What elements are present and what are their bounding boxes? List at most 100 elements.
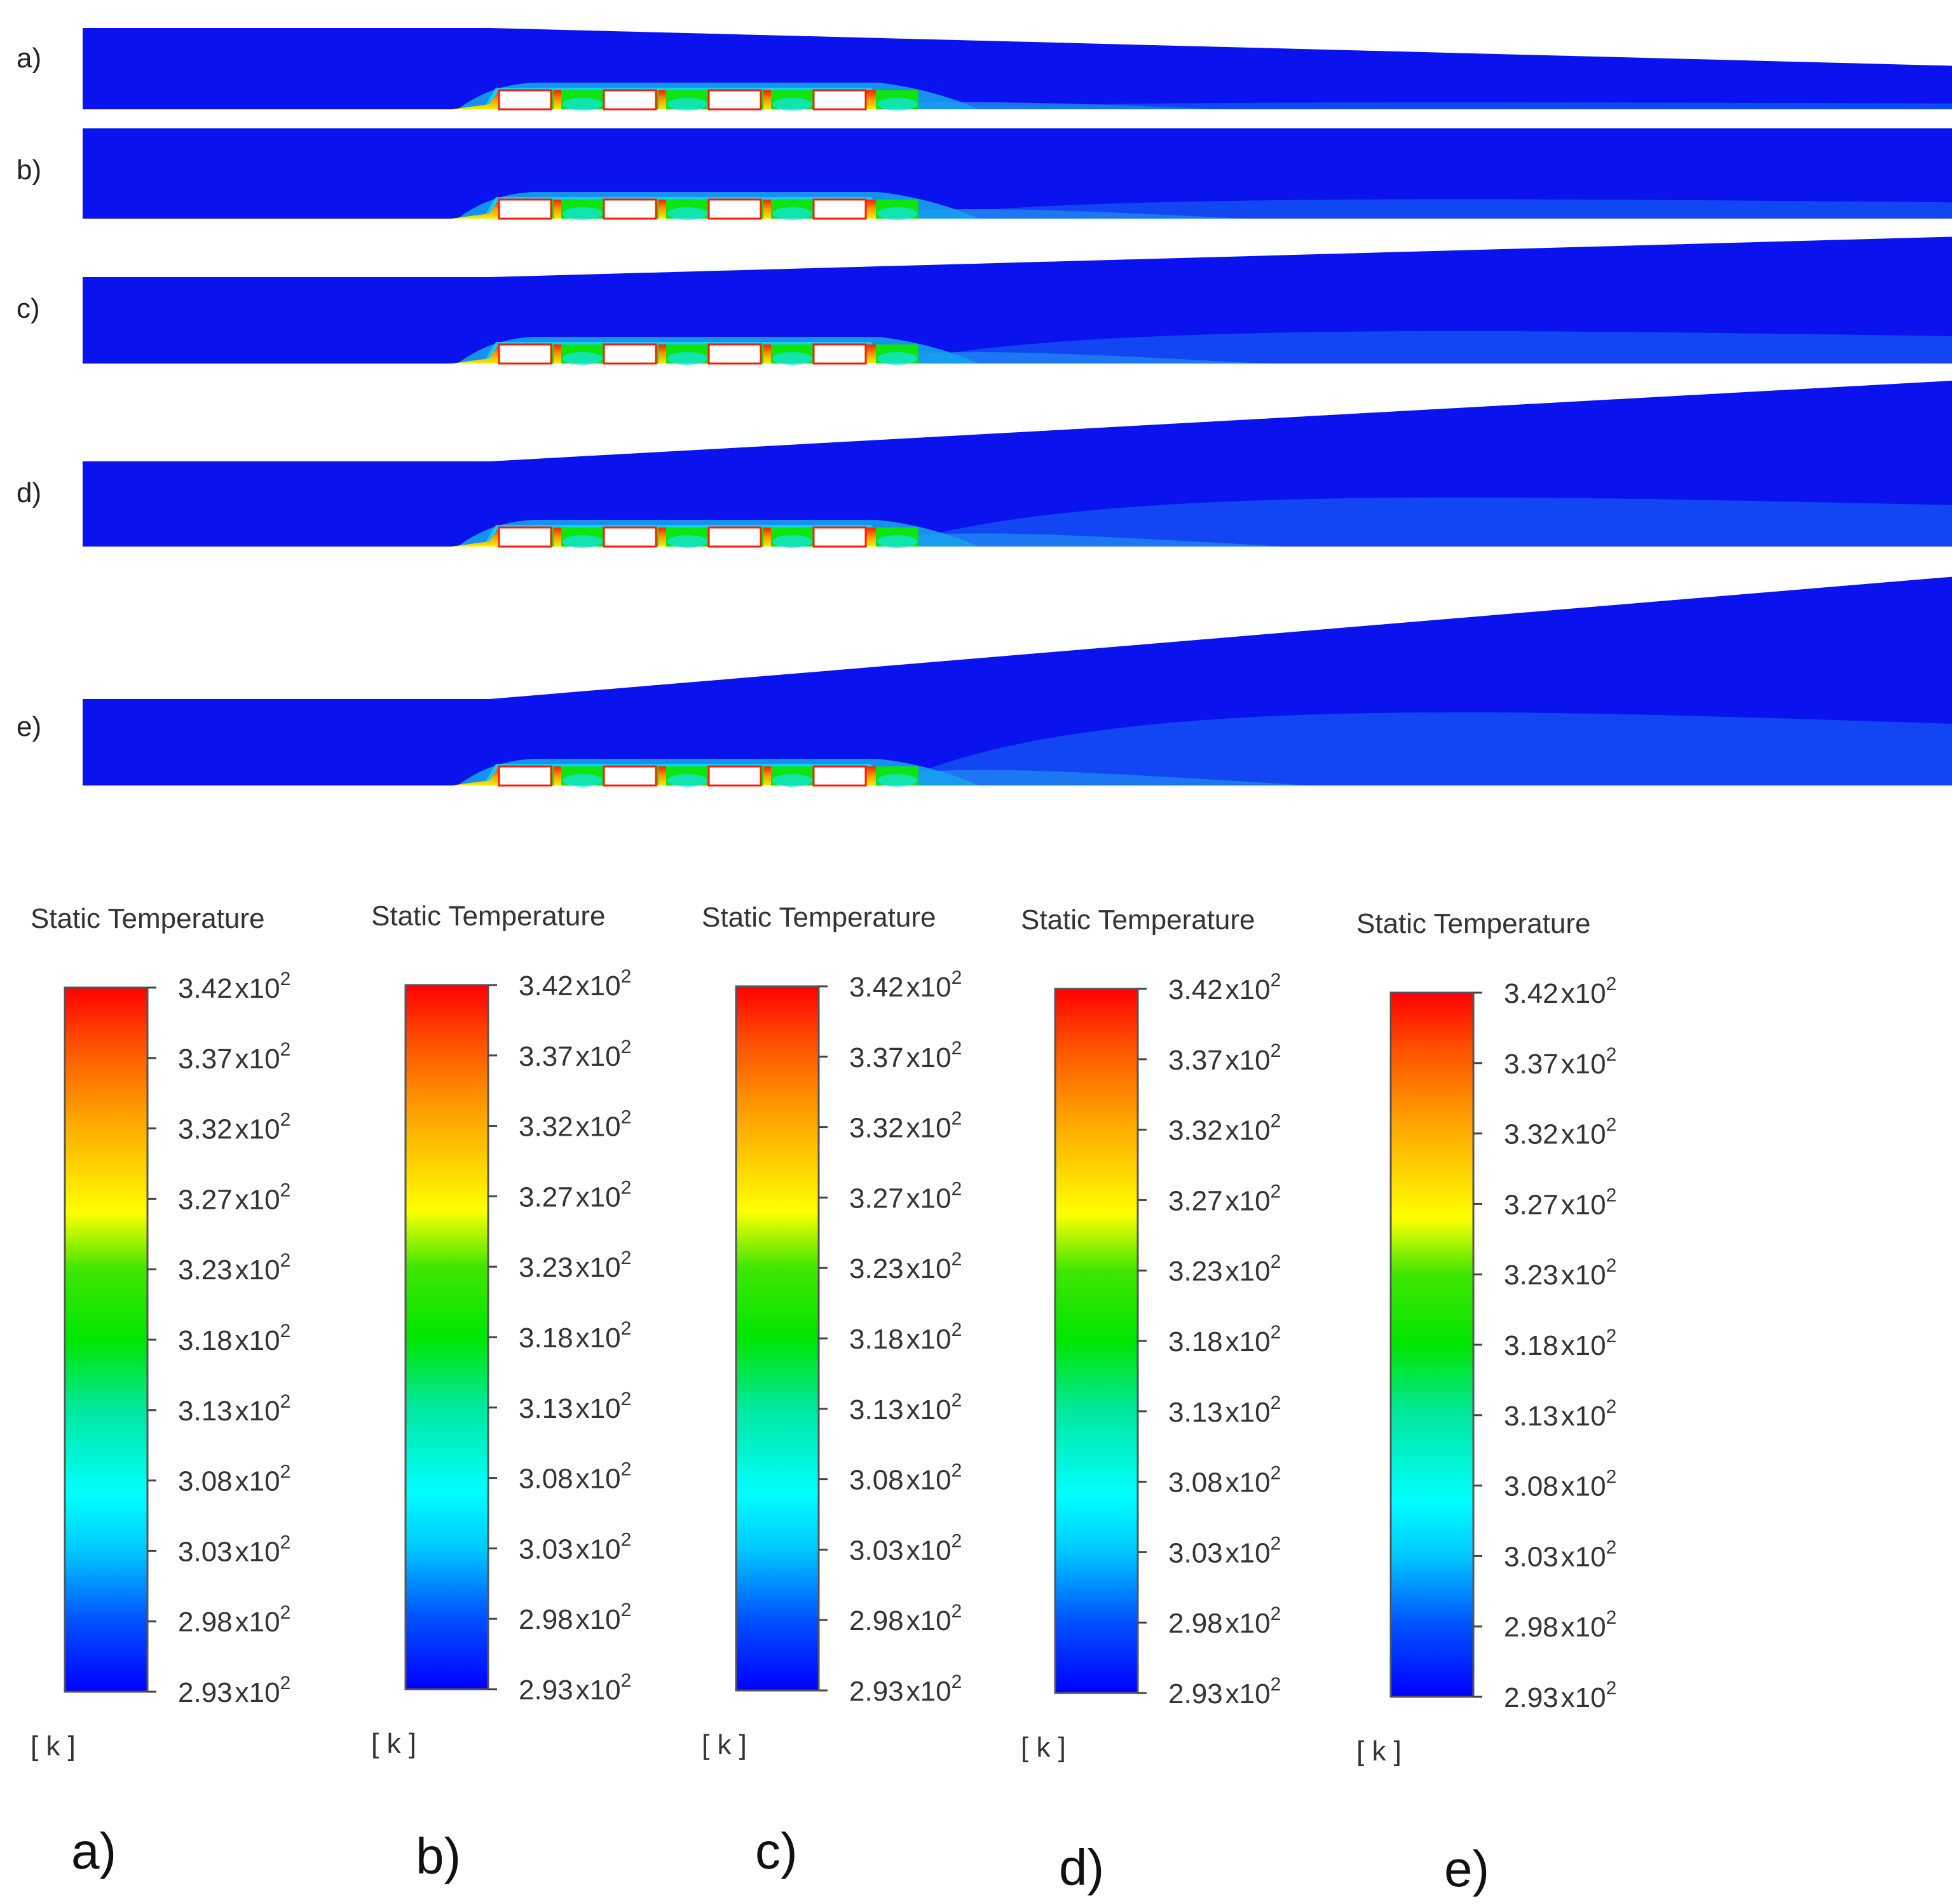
warm-plume-outer xyxy=(890,497,1952,547)
scale-tick-label: 3.27x102 xyxy=(519,1177,631,1213)
legend-caption: c) xyxy=(755,1823,798,1879)
rib-block xyxy=(812,526,867,548)
leading-edge xyxy=(451,344,502,364)
rib-block xyxy=(707,765,762,787)
legend-caption: b) xyxy=(416,1828,461,1884)
cavity-hot-wall xyxy=(554,527,561,547)
leading-edge xyxy=(451,90,502,109)
legend-a: Static Temperature 3.42x102 3.37x102 3.32x1… xyxy=(31,903,290,1879)
rib-block xyxy=(707,526,762,548)
scale-tick-label: 3.03x102 xyxy=(1504,1537,1616,1572)
cavity-cool-spot xyxy=(563,207,603,220)
contour-panel-e: e) xyxy=(17,576,1952,787)
scale-tick-label: 3.32x102 xyxy=(178,1110,290,1145)
scale-tick-label: 3.42x102 xyxy=(519,966,631,1002)
rib-block xyxy=(707,89,762,111)
leading-edge xyxy=(451,766,502,785)
scale-tick-label: 3.03x102 xyxy=(178,1532,290,1567)
warm-plume-outer xyxy=(890,199,1952,219)
trailing-edge xyxy=(866,90,872,109)
cavity-hot-wall xyxy=(659,766,666,785)
scale-tick-label: 3.37x102 xyxy=(849,1038,962,1073)
scale-tick-label: 2.98x102 xyxy=(519,1600,631,1635)
cavity-cool-spot xyxy=(563,535,603,548)
cavity-cool-spot xyxy=(877,98,917,111)
scale-tick-label: 3.18x102 xyxy=(519,1318,631,1354)
cavity-hot-wall xyxy=(554,200,561,219)
scale-tick-label: 3.18x102 xyxy=(849,1319,962,1355)
scale-tick-label: 3.27x102 xyxy=(1504,1185,1616,1220)
cavity-cool-spot xyxy=(563,352,603,365)
contour-panel-d: d) xyxy=(17,381,1952,548)
cavity-hot-wall xyxy=(659,90,666,109)
contour-panels: a) b) c) d) e) xyxy=(17,28,1952,787)
cavity-hot-wall xyxy=(763,766,771,785)
cavity-cool-spot xyxy=(667,774,707,787)
cavity-cool-spot xyxy=(772,535,812,548)
rib-block xyxy=(603,526,657,548)
panel-label: b) xyxy=(17,154,41,186)
scale-tick-label: 2.98x102 xyxy=(1504,1607,1616,1643)
scale-tick-label: 3.27x102 xyxy=(178,1180,290,1215)
legend-caption: e) xyxy=(1444,1840,1489,1897)
scale-tick-label: 3.32x102 xyxy=(519,1107,631,1143)
legend-unit: [ k ] xyxy=(1021,1732,1066,1763)
flow-domain xyxy=(83,28,1952,109)
scale-tick-label: 3.23x102 xyxy=(1504,1255,1616,1291)
cavity-cool-spot xyxy=(667,207,707,220)
rib-block xyxy=(707,198,762,220)
scale-tick-label: 2.98x102 xyxy=(1168,1603,1281,1639)
legend-b: Static Temperature 3.42x102 3.37x102 3.32x1… xyxy=(371,901,631,1884)
cavity-cool-spot xyxy=(877,535,917,548)
legend-title: Static Temperature xyxy=(1021,904,1255,935)
cavity-cool-spot xyxy=(772,352,812,365)
contour-panel-a: a) xyxy=(17,28,1952,111)
scale-tick-label: 3.42x102 xyxy=(849,967,962,1003)
color-scale-bar xyxy=(64,986,149,1693)
leading-edge xyxy=(451,527,502,547)
scale-tick-label: 3.08x102 xyxy=(1504,1467,1616,1502)
scale-tick-label: 3.13x102 xyxy=(849,1390,962,1425)
scale-tick-label: 3.13x102 xyxy=(519,1389,631,1424)
scale-tick-label: 3.13x102 xyxy=(1168,1392,1281,1428)
cavity-cool-spot xyxy=(667,352,707,365)
cavity-cool-spot xyxy=(772,774,812,787)
cavity-cool-spot xyxy=(772,98,812,111)
rib-block xyxy=(603,89,657,111)
color-scale-bar xyxy=(1054,988,1139,1694)
legend-c: Static Temperature 3.42x102 3.37x102 3.32x1… xyxy=(702,902,962,1879)
cavity-hot-wall xyxy=(763,90,771,109)
rib-block xyxy=(498,89,552,111)
legend-unit: [ k ] xyxy=(31,1731,76,1762)
scale-tick-label: 3.42x102 xyxy=(178,969,290,1004)
legend-title: Static Temperature xyxy=(31,903,264,934)
scale-tick-label: 3.18x102 xyxy=(178,1321,290,1356)
cavity-cool-spot xyxy=(877,352,917,365)
scale-tick-label: 3.37x102 xyxy=(1504,1044,1616,1080)
cavity-cool-spot xyxy=(563,98,603,111)
trailing-edge xyxy=(866,766,872,785)
scale-tick-label: 3.13x102 xyxy=(1504,1396,1616,1432)
scale-tick-label: 3.08x102 xyxy=(849,1460,962,1496)
cavity-cool-spot xyxy=(667,98,707,111)
scale-tick-label: 2.93x102 xyxy=(178,1673,290,1708)
cavity-cool-spot xyxy=(877,207,917,220)
scale-tick-label: 3.03x102 xyxy=(1168,1533,1281,1568)
scale-tick-label: 3.32x102 xyxy=(1168,1111,1281,1146)
scale-tick-label: 3.03x102 xyxy=(519,1529,631,1565)
rib-block xyxy=(812,89,867,111)
cavity-hot-wall xyxy=(659,527,666,547)
legend-caption: d) xyxy=(1059,1839,1104,1896)
legend-e: Static Temperature 3.42x102 3.37x102 3.32x1… xyxy=(1356,908,1616,1897)
scale-tick-label: 2.93x102 xyxy=(849,1671,962,1707)
cavity-hot-wall xyxy=(763,200,771,219)
rib-block xyxy=(603,343,657,365)
legend-unit: [ k ] xyxy=(702,1729,747,1760)
rib-block xyxy=(812,765,867,787)
warm-plume-outer xyxy=(890,331,1952,364)
scale-tick-label: 3.08x102 xyxy=(519,1459,631,1495)
scale-tick-label: 3.03x102 xyxy=(849,1530,962,1566)
cavity-hot-wall xyxy=(659,344,666,364)
rib-block xyxy=(498,343,552,365)
trailing-edge xyxy=(866,344,872,364)
